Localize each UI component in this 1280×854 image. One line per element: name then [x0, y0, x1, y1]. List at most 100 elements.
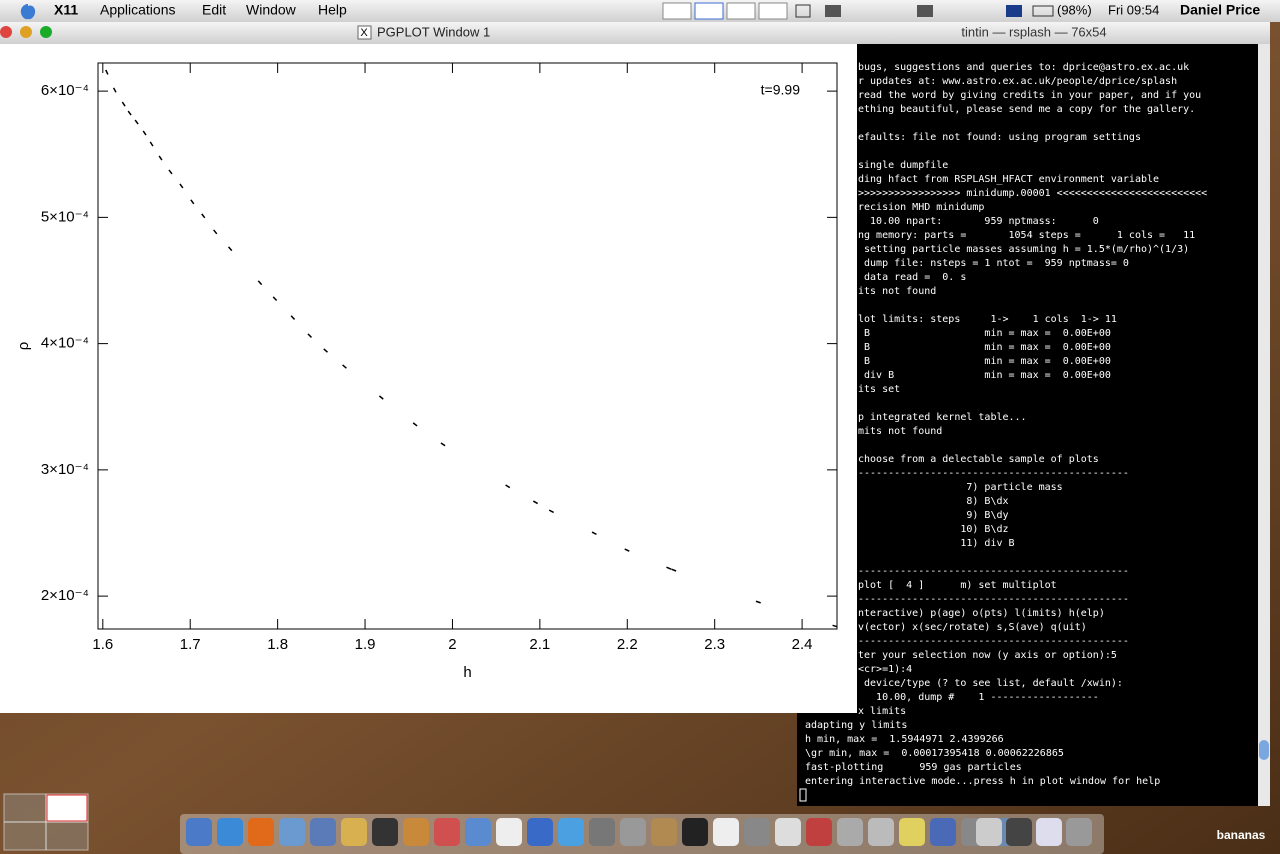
- terminal-line: recision MHD minidump: [858, 202, 984, 213]
- plot-titlebar[interactable]: [0, 22, 857, 44]
- data-point: [666, 566, 672, 570]
- dock-icon[interactable]: [1066, 818, 1092, 846]
- x-icon-glyph: X: [360, 27, 368, 39]
- dock-icon[interactable]: [465, 818, 491, 846]
- close-button[interactable]: [0, 26, 12, 38]
- data-point: [168, 169, 173, 175]
- terminal-line: r updates at: www.astro.ex.ac.uk/people/…: [858, 76, 1177, 87]
- dock-icon[interactable]: [837, 818, 863, 846]
- data-point: [142, 130, 147, 136]
- battery[interactable]: (98%): [1057, 2, 1092, 17]
- terminal-line: 10.00 npart: 959 nptmass: 0: [858, 216, 1099, 227]
- dock-icon[interactable]: [930, 818, 956, 846]
- dock-icon[interactable]: [527, 818, 553, 846]
- dock-icon[interactable]: [248, 818, 274, 846]
- terminal-line: p integrated kernel table...: [858, 412, 1027, 423]
- dock-label: bananas: [1217, 828, 1266, 842]
- data-point: [832, 624, 838, 628]
- y-tick-label: 3×10⁻⁴: [41, 461, 89, 478]
- user[interactable]: Daniel Price: [1180, 2, 1260, 18]
- y-tick-label: 5×10⁻⁴: [41, 208, 89, 225]
- dock-icon[interactable]: [868, 818, 894, 846]
- x-axis-label: h: [463, 664, 471, 681]
- data-point: [227, 246, 233, 252]
- terminal-titlebar[interactable]: [797, 22, 1270, 44]
- dock-icon[interactable]: [976, 818, 1002, 846]
- data-point: [412, 422, 418, 427]
- dock-icon[interactable]: [558, 818, 584, 846]
- pager-active[interactable]: [46, 794, 88, 822]
- dock-icon[interactable]: [1036, 818, 1062, 846]
- x-icon: [357, 25, 372, 40]
- dock-icon[interactable]: [620, 818, 646, 846]
- dock-icon[interactable]: [713, 818, 739, 846]
- dock-icon[interactable]: [744, 818, 770, 846]
- data-point: [121, 101, 126, 107]
- menu-bar-bg: [0, 0, 1280, 22]
- space-2[interactable]: [694, 2, 724, 20]
- menu-item[interactable]: Edit: [202, 2, 226, 18]
- terminal-line: nteractive) p(age) o(pts) l(imits) h(elp…: [858, 608, 1105, 619]
- x-tick-label: 1.9: [355, 636, 376, 653]
- x-tick-label: 2.1: [529, 636, 550, 653]
- dock-icon[interactable]: [651, 818, 677, 846]
- terminal-line: lot limits: steps 1-> 1 cols 1-> 11: [858, 314, 1117, 325]
- data-point: [112, 87, 117, 93]
- battery-icon[interactable]: [1032, 5, 1054, 17]
- x-tick-label: 1.6: [92, 636, 113, 653]
- data-point: [201, 213, 206, 219]
- dock-icon[interactable]: [589, 818, 615, 846]
- apple-menu[interactable]: [20, 4, 36, 20]
- terminal-line: ething beautiful, please send me a copy …: [858, 104, 1195, 115]
- minimize-button[interactable]: [20, 26, 32, 38]
- dock-icon[interactable]: [899, 818, 925, 846]
- dock-icon[interactable]: [806, 818, 832, 846]
- y-tick-label: 4×10⁻⁴: [41, 335, 89, 352]
- x-tick-label: 2.4: [792, 636, 813, 653]
- dock-icon[interactable]: [1006, 818, 1032, 846]
- terminal-line: ----------------------------------------…: [858, 594, 1129, 605]
- flag-icon[interactable]: [1006, 5, 1022, 17]
- y-axis-label: ρ: [15, 342, 32, 351]
- y-tick-label: 2×10⁻⁴: [41, 587, 89, 604]
- status-icon[interactable]: [917, 5, 933, 17]
- dock-icon[interactable]: [434, 818, 460, 846]
- annotation: t=9.99: [761, 82, 801, 98]
- dock-icon[interactable]: [279, 818, 305, 846]
- clock[interactable]: Fri 09:54: [1108, 2, 1159, 17]
- zoom-button[interactable]: [40, 26, 52, 38]
- dock-icon[interactable]: [682, 818, 708, 846]
- terminal-line: 9) B\dy: [858, 510, 1009, 521]
- dock-icon[interactable]: [186, 818, 212, 846]
- terminal-line: efaults: file not found: using program s…: [858, 132, 1141, 143]
- plot-window-body: [0, 22, 857, 713]
- terminal-body: [797, 22, 1270, 806]
- data-point: [591, 531, 597, 536]
- space-4[interactable]: [758, 2, 788, 20]
- dock-icon[interactable]: [217, 818, 243, 846]
- data-point: [190, 199, 195, 205]
- dock-icon[interactable]: [310, 818, 336, 846]
- menu-bar: X11 Applications Edit Window Help (98%) Fri…: [0, 0, 1280, 22]
- dock-icon[interactable]: [403, 818, 429, 846]
- terminal-line: dump file: nsteps = 1 ntot = 959 nptmass…: [858, 258, 1129, 269]
- app-menu[interactable]: X11: [54, 2, 78, 18]
- terminal-line: ng memory: parts = 1054 steps = 1 cols =…: [858, 230, 1195, 241]
- space-1[interactable]: [662, 2, 692, 20]
- space-3[interactable]: [726, 2, 756, 20]
- status-icon[interactable]: [795, 4, 811, 18]
- scrollbar[interactable]: [1258, 44, 1270, 806]
- dock-icon[interactable]: [341, 818, 367, 846]
- status-icon[interactable]: [825, 5, 841, 17]
- chart: 1.6 1.7 1.8 1.9 2 2.1 2.2 2.3 2.4 2×10⁻⁴ 3×10⁻⁴ 4×1…: [15, 63, 838, 681]
- x-tick-label: 2.2: [617, 636, 638, 653]
- scroll-thumb[interactable]: [1259, 740, 1269, 760]
- dock-icon[interactable]: [496, 818, 522, 846]
- dock-icon[interactable]: [775, 818, 801, 846]
- menu-item[interactable]: Window: [246, 2, 297, 18]
- x-tick-label: 1.7: [180, 636, 201, 653]
- dock-icon[interactable]: [372, 818, 398, 846]
- menu-item[interactable]: Help: [318, 2, 347, 18]
- menu-item[interactable]: Applications: [100, 2, 176, 18]
